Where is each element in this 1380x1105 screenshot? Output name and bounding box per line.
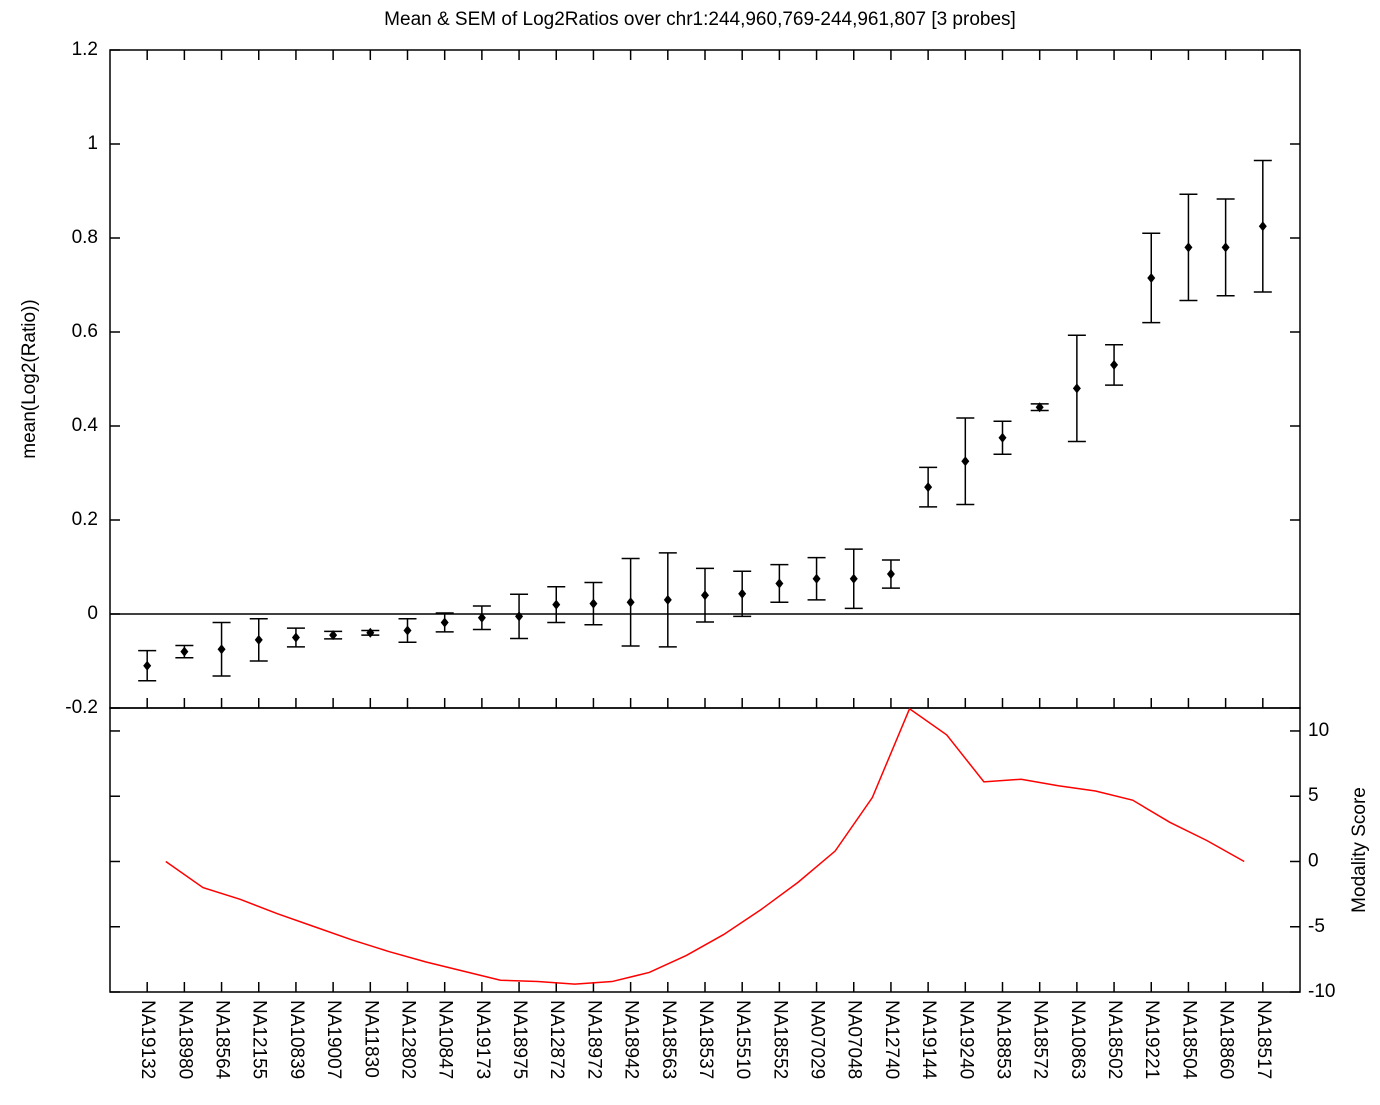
mean-point <box>1110 359 1119 370</box>
mean-point <box>886 569 895 580</box>
y-tick-label: 1.2 <box>72 39 98 60</box>
mean-point <box>143 660 152 671</box>
x-tick-label: NA15510 <box>732 1000 753 1079</box>
y-tick-label: -0.2 <box>65 697 98 718</box>
x-tick-label: NA10847 <box>435 1000 456 1079</box>
y-axis-label: mean(Log2(Ratio)) <box>19 299 40 458</box>
mean-point <box>477 612 486 623</box>
x-tick-label: NA18980 <box>174 1000 195 1079</box>
mean-point <box>1035 402 1044 413</box>
x-tick-label: NA07048 <box>844 1000 865 1079</box>
x-tick-label: NA19240 <box>955 1000 976 1079</box>
x-tick-label: NA18860 <box>1216 1000 1237 1079</box>
y2-axis-label: Modality Score <box>1349 787 1370 913</box>
mean-point <box>1184 242 1193 253</box>
mean-point <box>1258 221 1267 232</box>
x-tick-label: NA12155 <box>249 1000 270 1079</box>
mean-point <box>440 617 449 628</box>
y-tick-label: 0.6 <box>72 321 98 342</box>
y2-tick-label: -10 <box>1308 981 1335 1002</box>
mean-point <box>998 432 1007 443</box>
x-tick-label: NA18502 <box>1104 1000 1125 1079</box>
mean-point <box>924 482 933 493</box>
x-tick-label: NA07029 <box>807 1000 828 1079</box>
mean-point <box>552 599 561 610</box>
mean-point <box>291 632 300 643</box>
x-tick-label: NA18552 <box>769 1000 790 1079</box>
chart-title: Mean & SEM of Log2Ratios over chr1:244,9… <box>384 9 1016 30</box>
mean-point <box>701 590 709 601</box>
mean-point <box>1221 242 1230 253</box>
mean-point <box>254 634 263 645</box>
x-tick-label: NA18853 <box>992 1000 1013 1079</box>
x-tick-label: NA18504 <box>1178 1000 1199 1080</box>
x-tick-label: NA11830 <box>360 1000 381 1078</box>
x-tick-label: NA10863 <box>1067 1000 1088 1079</box>
y2-tick-label: 10 <box>1308 720 1329 741</box>
x-tick-label: NA18537 <box>695 1000 716 1079</box>
mean-point <box>775 578 784 589</box>
modality-line <box>165 707 1245 985</box>
mean-point <box>738 588 747 599</box>
x-tick-label: NA18564 <box>212 1000 233 1080</box>
mean-point <box>403 625 412 636</box>
x-tick-label: NA12872 <box>546 1000 567 1079</box>
x-tick-label: NA12740 <box>881 1000 902 1079</box>
mean-point <box>589 598 598 609</box>
x-tick-label: NA10839 <box>286 1000 307 1079</box>
mean-point <box>217 644 226 655</box>
x-tick-label: NA12802 <box>397 1000 418 1079</box>
x-tick-label: NA18972 <box>583 1000 604 1079</box>
y-tick-label: 1 <box>87 133 98 154</box>
bottom-frame <box>109 707 1301 993</box>
x-tick-label: NA19007 <box>323 1000 344 1079</box>
mean-point <box>515 611 524 622</box>
x-tick-label: NA18517 <box>1253 1000 1274 1079</box>
x-tick-label: NA18572 <box>1030 1000 1051 1079</box>
mean-point <box>626 597 635 608</box>
x-tick-label: NA19144 <box>918 1000 939 1080</box>
x-tick-label: NA19173 <box>472 1000 493 1079</box>
y-tick-label: 0 <box>87 603 98 624</box>
mean-point <box>663 594 672 605</box>
mean-point <box>366 627 375 638</box>
y2-tick-label: 0 <box>1308 851 1319 872</box>
x-tick-label: NA18942 <box>621 1000 642 1079</box>
y2-tick-label: -5 <box>1308 916 1325 937</box>
y2-tick-label: 5 <box>1308 785 1319 806</box>
mean-point <box>812 573 821 584</box>
x-tick-label: NA18563 <box>658 1000 679 1079</box>
mean-point <box>1072 383 1081 394</box>
x-tick-label: NA19221 <box>1141 1000 1162 1079</box>
y-tick-label: 0.2 <box>72 509 98 530</box>
mean-point <box>961 456 970 467</box>
mean-point <box>329 630 338 641</box>
mean-point <box>849 573 858 584</box>
mean-point <box>1147 272 1156 283</box>
y-tick-label: 0.8 <box>72 227 98 248</box>
x-tick-label: NA18975 <box>509 1000 530 1079</box>
mean-point <box>180 646 189 657</box>
x-tick-label: NA19132 <box>137 1000 158 1079</box>
y-tick-label: 0.4 <box>72 415 99 436</box>
